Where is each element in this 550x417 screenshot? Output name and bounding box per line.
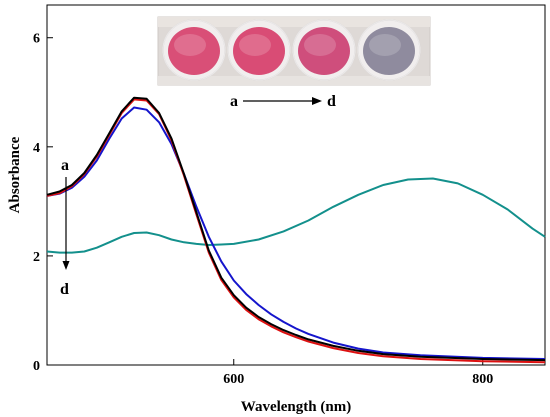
y-tick-label: 4	[33, 141, 40, 156]
side-label-a: a	[61, 157, 69, 174]
vial	[357, 19, 421, 81]
y-axis-title: Absorbance	[7, 136, 23, 213]
vial	[227, 19, 291, 81]
inset-photo	[157, 16, 431, 86]
x-tick-label: 800	[472, 372, 493, 387]
side-arrow-head	[62, 261, 70, 270]
y-tick-label: 2	[33, 250, 40, 265]
top-arrow-head	[312, 97, 322, 105]
vials	[162, 19, 421, 81]
series-line-2	[46, 98, 546, 364]
y-tick-label: 0	[33, 359, 40, 374]
top-label-a: a	[230, 93, 238, 110]
series-lines	[46, 96, 546, 364]
top-label-d: d	[327, 93, 336, 110]
side-label-d: d	[60, 281, 69, 298]
vial	[292, 19, 356, 81]
y-tick-label: 6	[33, 32, 40, 47]
vial	[162, 19, 226, 81]
plot-frame	[46, 4, 546, 366]
x-tick-label: 600	[223, 372, 244, 387]
series-line-3	[46, 106, 546, 360]
series-line-4	[46, 177, 546, 254]
x-axis-title: Wavelength (nm)	[241, 399, 351, 415]
series-line-1	[46, 96, 546, 362]
axis-ticks: 600 800 0 2 4 6	[33, 32, 493, 387]
